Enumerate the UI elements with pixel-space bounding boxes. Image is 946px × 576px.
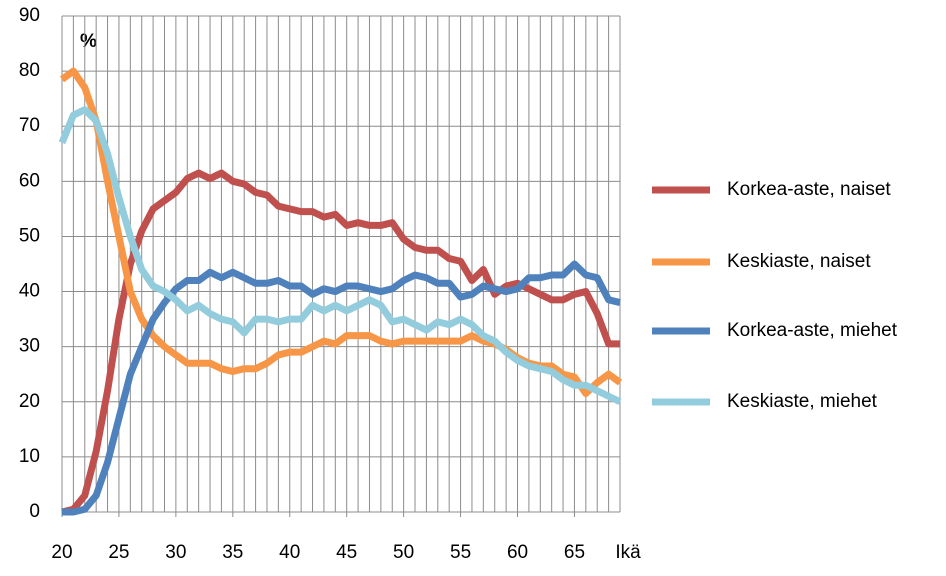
x-tick-label: 65: [564, 542, 585, 563]
y-tick-label: 90: [19, 5, 40, 26]
legend-label: Korkea-aste, miehet: [727, 320, 898, 341]
series-line: [61, 169, 620, 516]
x-tick-label: 30: [165, 542, 186, 563]
x-tick-label: 60: [507, 542, 528, 563]
y-tick-label: 20: [19, 391, 40, 412]
legend-label: Keskiaste, naiset: [727, 251, 871, 272]
x-tick-label: 35: [222, 542, 243, 563]
x-tick-label: 45: [336, 542, 357, 563]
legend-label: Keskiaste, miehet: [727, 391, 878, 412]
x-tick-label: 50: [393, 542, 414, 563]
y-tick-label: 40: [19, 281, 40, 302]
series-line: [58, 106, 622, 405]
y-tick-label: 50: [19, 225, 40, 246]
x-axis-label: Ikä: [615, 542, 641, 563]
unit-annotation: %: [80, 31, 97, 52]
x-tick-label: 25: [108, 542, 129, 563]
series-line: [62, 260, 621, 516]
y-tick-label: 0: [29, 501, 40, 522]
x-tick-label: 20: [51, 542, 72, 563]
y-tick-label: 70: [19, 115, 40, 136]
x-tick-label: 55: [450, 542, 471, 563]
legend-label: Korkea-aste, naiset: [727, 179, 891, 200]
y-tick-label: 30: [19, 336, 40, 357]
y-tick-label: 10: [19, 446, 40, 467]
y-tick-label: 60: [19, 170, 40, 191]
y-tick-label: 80: [19, 60, 40, 81]
x-tick-label: 40: [279, 542, 300, 563]
